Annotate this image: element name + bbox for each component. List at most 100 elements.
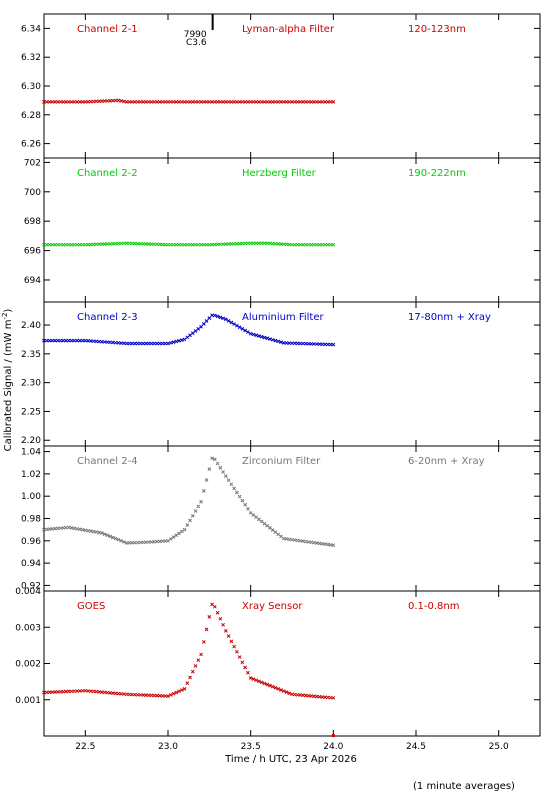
data-point bbox=[185, 242, 190, 247]
data-point bbox=[279, 340, 283, 344]
data-point bbox=[301, 242, 305, 247]
data-point bbox=[251, 513, 256, 517]
data-point bbox=[268, 526, 272, 530]
data-point bbox=[254, 241, 259, 246]
data-point bbox=[270, 528, 275, 532]
data-point bbox=[229, 639, 234, 644]
data-point bbox=[201, 99, 206, 104]
data-point bbox=[190, 669, 195, 674]
data-point bbox=[268, 99, 272, 104]
data-point bbox=[196, 99, 201, 104]
y-tick-label: 0.003 bbox=[15, 623, 41, 633]
data-point bbox=[160, 539, 165, 544]
data-point bbox=[323, 542, 327, 547]
data-point bbox=[141, 341, 146, 346]
channel-label: Channel 2-3 bbox=[77, 312, 138, 323]
data-point bbox=[284, 99, 289, 104]
data-point bbox=[303, 99, 308, 104]
data-point bbox=[174, 99, 179, 104]
data-point bbox=[270, 684, 275, 689]
data-point bbox=[116, 98, 121, 103]
data-point bbox=[94, 242, 99, 247]
data-point bbox=[273, 99, 278, 104]
data-point bbox=[243, 502, 248, 507]
data-point bbox=[328, 242, 333, 247]
series-3 bbox=[42, 313, 336, 347]
data-point bbox=[287, 537, 292, 542]
data-point bbox=[290, 242, 294, 247]
data-point bbox=[116, 241, 121, 246]
data-point bbox=[50, 338, 55, 343]
data-point bbox=[86, 528, 90, 533]
data-point bbox=[61, 99, 66, 104]
data-point bbox=[91, 529, 96, 534]
y-tick-label: 2.35 bbox=[21, 350, 41, 360]
data-point bbox=[53, 526, 57, 531]
data-point bbox=[141, 540, 146, 545]
data-point bbox=[44, 99, 49, 104]
data-point bbox=[265, 336, 270, 341]
data-point bbox=[246, 99, 250, 104]
data-point bbox=[47, 99, 52, 104]
data-point bbox=[69, 99, 74, 104]
data-point bbox=[182, 99, 187, 104]
data-point bbox=[248, 241, 253, 246]
data-point bbox=[168, 242, 173, 247]
data-point bbox=[210, 99, 214, 104]
data-point bbox=[298, 99, 303, 104]
data-point bbox=[240, 498, 245, 503]
data-point bbox=[55, 338, 60, 343]
svg-text:Calibrated Signal / (mW m-2): Calibrated Signal / (mW m-2) bbox=[1, 309, 14, 452]
data-point bbox=[179, 99, 184, 104]
data-point bbox=[246, 670, 250, 675]
data-point bbox=[47, 690, 52, 695]
data-point bbox=[273, 530, 278, 535]
data-point bbox=[309, 242, 314, 247]
data-point bbox=[257, 99, 261, 104]
data-point bbox=[149, 99, 154, 104]
data-point bbox=[80, 338, 85, 343]
panel-frame bbox=[43, 301, 541, 447]
data-point bbox=[53, 338, 57, 343]
data-point bbox=[146, 540, 151, 544]
data-point bbox=[281, 99, 286, 104]
x-tick-label: 23.5 bbox=[241, 742, 261, 752]
data-point bbox=[146, 341, 151, 346]
data-point bbox=[212, 604, 217, 609]
data-point bbox=[80, 688, 85, 693]
data-point bbox=[50, 99, 55, 104]
data-point bbox=[212, 99, 217, 104]
data-point bbox=[215, 99, 220, 104]
filter-label: Zirconium Filter bbox=[242, 456, 321, 467]
data-point bbox=[215, 610, 220, 615]
data-point bbox=[80, 99, 85, 104]
data-point bbox=[218, 616, 223, 621]
data-point bbox=[303, 539, 308, 544]
y-tick-label: 0.98 bbox=[21, 515, 41, 525]
series-1 bbox=[42, 98, 336, 104]
data-point bbox=[221, 470, 225, 474]
data-point bbox=[235, 649, 239, 654]
data-point bbox=[251, 99, 256, 104]
data-point bbox=[196, 504, 201, 509]
data-point bbox=[179, 688, 184, 692]
y-tick-label: 0.001 bbox=[15, 696, 41, 706]
filter-label: Xray Sensor bbox=[242, 601, 303, 612]
data-point bbox=[303, 242, 308, 247]
data-point bbox=[207, 316, 212, 320]
data-point bbox=[262, 241, 267, 246]
band-label: 17-80nm + Xray bbox=[408, 312, 491, 323]
data-point bbox=[61, 242, 66, 247]
panel-frame bbox=[43, 13, 541, 159]
data-point bbox=[221, 316, 225, 321]
data-point bbox=[235, 323, 239, 328]
data-point bbox=[331, 99, 336, 104]
data-point bbox=[97, 242, 101, 247]
data-point bbox=[69, 689, 74, 694]
data-point bbox=[188, 99, 192, 104]
data-point bbox=[174, 242, 179, 247]
data-point bbox=[177, 689, 181, 694]
data-point bbox=[276, 687, 281, 691]
data-point bbox=[102, 242, 107, 246]
